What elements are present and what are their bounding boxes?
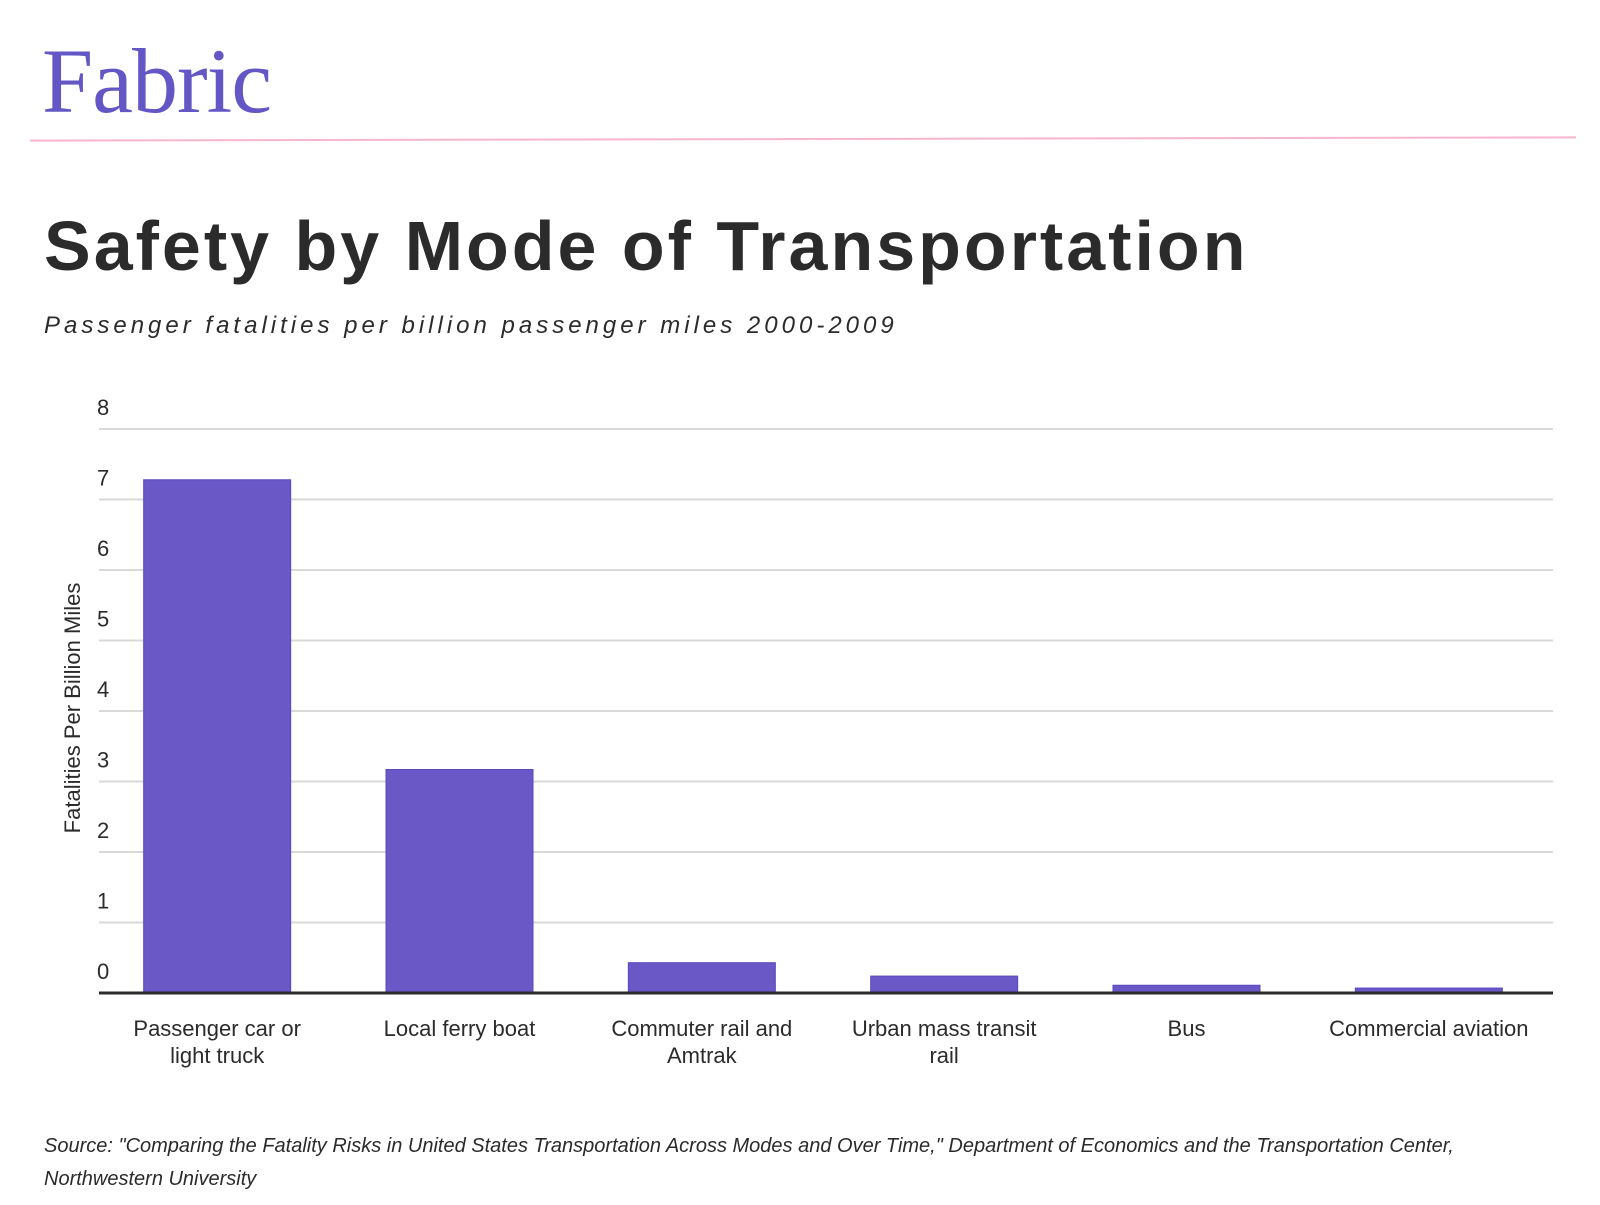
x-tick-label: Passenger car or — [133, 1016, 301, 1041]
x-tick-label: light truck — [170, 1043, 265, 1068]
chart-title: Safety by Mode of Transportation — [44, 207, 1249, 285]
x-tick-label: Commercial aviation — [1329, 1016, 1528, 1041]
y-tick-label: 1 — [97, 889, 109, 914]
y-tick-label: 8 — [97, 395, 109, 420]
x-tick-label: Local ferry boat — [384, 1016, 536, 1041]
chart-subtitle: Passenger fatalities per billion passeng… — [44, 312, 898, 339]
fabric-logo: Fabric — [42, 30, 272, 132]
y-axis-title: Fatalities Per Billion Miles — [60, 583, 85, 834]
source-note: Source: "Comparing the Fatality Risks in… — [44, 1135, 1454, 1190]
y-tick-label: 3 — [97, 748, 109, 773]
y-tick-label: 0 — [97, 959, 109, 984]
x-tick-label: rail — [929, 1043, 958, 1068]
y-tick-label: 6 — [97, 536, 109, 561]
bar-2 — [627, 962, 776, 994]
x-tick-label: Bus — [1168, 1016, 1206, 1041]
y-tick-label: 2 — [97, 818, 109, 843]
bar-3 — [870, 975, 1019, 994]
x-tick-label: Urban mass transit — [852, 1016, 1037, 1041]
y-tick-label: 7 — [97, 466, 109, 491]
y-tick-label: 5 — [97, 607, 109, 632]
x-tick-label: Commuter rail and — [611, 1016, 792, 1041]
x-tick-label: Amtrak — [667, 1043, 738, 1068]
bar-0 — [143, 479, 292, 994]
bar-1 — [385, 769, 534, 994]
y-tick-label: 4 — [97, 677, 109, 702]
